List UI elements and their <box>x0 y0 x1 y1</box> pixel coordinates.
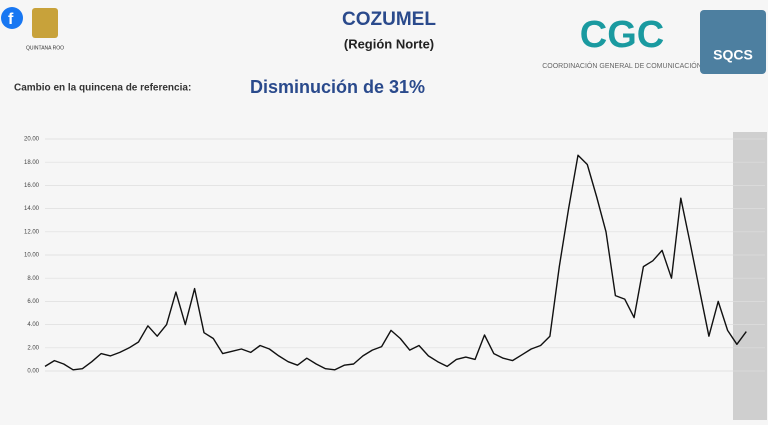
facebook-icon <box>1 7 23 29</box>
y-tick-label: 16.00 <box>24 183 40 189</box>
highlight-band <box>733 132 767 420</box>
subtitle: (Región Norte) <box>344 36 434 51</box>
data-line <box>44 154 747 371</box>
sqcs-logo <box>700 10 766 74</box>
y-tick-label: 10.00 <box>24 253 40 259</box>
y-tick-label: 20.00 <box>24 137 40 143</box>
y-tick-label: 8.00 <box>27 276 39 282</box>
cgc-logo: CGC <box>580 14 664 56</box>
sqcs-text: SQCS <box>713 47 753 63</box>
summary-value: Disminución de 31% <box>250 77 425 97</box>
state-crest <box>32 8 58 38</box>
title: COZUMEL <box>342 9 436 30</box>
y-tick-label: 4.00 <box>27 322 39 328</box>
facebook-f: f <box>8 11 14 28</box>
y-tick-label: 0.00 <box>27 369 39 375</box>
y-tick-label: 2.00 <box>27 345 39 351</box>
y-tick-label: 6.00 <box>27 299 39 305</box>
y-tick-label: 14.00 <box>24 206 40 212</box>
state-label: QUINTANA ROO <box>26 45 64 51</box>
y-tick-label: 12.00 <box>24 229 40 235</box>
summary-label: Cambio en la quincena de referencia: <box>14 83 191 94</box>
cgc-caption: COORDINACIÓN GENERAL DE COMUNICACIÓN <box>542 61 702 70</box>
y-tick-label: 18.00 <box>24 160 40 166</box>
